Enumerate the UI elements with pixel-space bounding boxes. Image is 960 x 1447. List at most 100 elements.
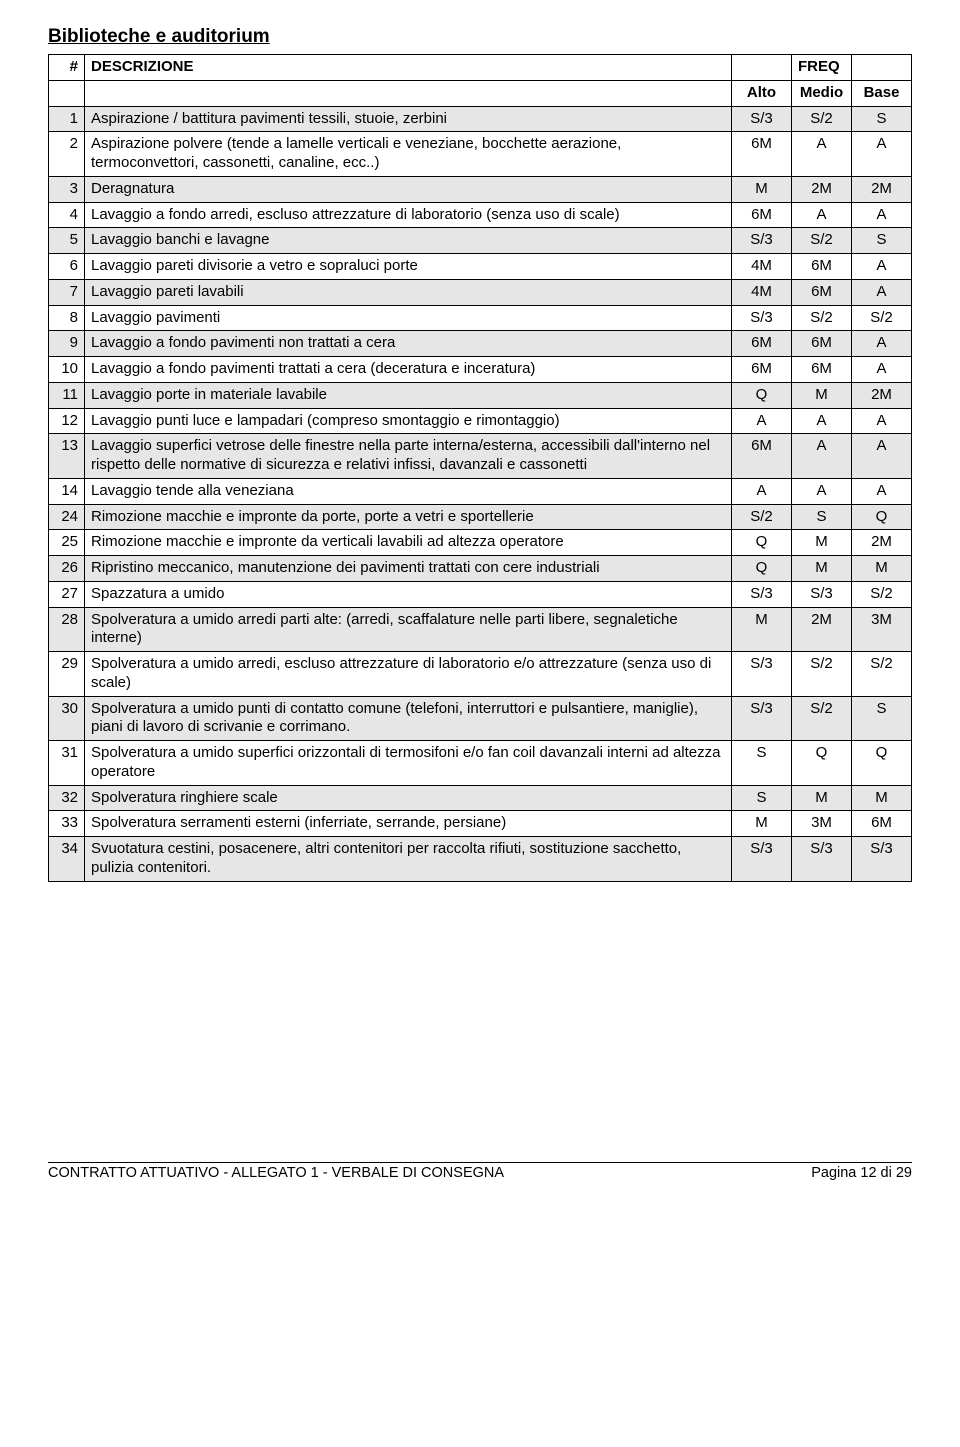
table-row: 30Spolveratura a umido punti di contatto… [49, 696, 912, 741]
col-header-blank-1 [732, 55, 792, 81]
table-row: 25Rimozione macchie e impronte da vertic… [49, 530, 912, 556]
row-medio: A [792, 132, 852, 177]
row-alto: Q [732, 556, 792, 582]
row-medio: M [792, 556, 852, 582]
row-number: 3 [49, 176, 85, 202]
row-description: Lavaggio a fondo pavimenti trattati a ce… [85, 357, 732, 383]
subhead-base: Base [852, 80, 912, 106]
row-base: A [852, 434, 912, 479]
row-alto: M [732, 811, 792, 837]
page-footer: CONTRATTO ATTUATIVO - ALLEGATO 1 - VERBA… [48, 1162, 912, 1181]
row-medio: M [792, 530, 852, 556]
row-number: 29 [49, 652, 85, 697]
row-number: 24 [49, 504, 85, 530]
row-alto: M [732, 176, 792, 202]
row-base: A [852, 254, 912, 280]
row-medio: A [792, 408, 852, 434]
row-base: S [852, 696, 912, 741]
row-number: 12 [49, 408, 85, 434]
row-number: 9 [49, 331, 85, 357]
row-base: Q [852, 504, 912, 530]
row-number: 6 [49, 254, 85, 280]
row-medio: M [792, 382, 852, 408]
row-description: Aspirazione polvere (tende a lamelle ver… [85, 132, 732, 177]
row-alto: 4M [732, 279, 792, 305]
row-alto: S/3 [732, 228, 792, 254]
row-description: Spolveratura a umido superfici orizzonta… [85, 741, 732, 786]
row-number: 11 [49, 382, 85, 408]
table-row: 27Spazzatura a umidoS/3S/3S/2 [49, 581, 912, 607]
row-alto: 4M [732, 254, 792, 280]
row-medio: A [792, 478, 852, 504]
row-base: 6M [852, 811, 912, 837]
row-base: A [852, 357, 912, 383]
row-medio: S/2 [792, 696, 852, 741]
table-row: 12Lavaggio punti luce e lampadari (compr… [49, 408, 912, 434]
table-row: 24Rimozione macchie e impronte da porte,… [49, 504, 912, 530]
row-number: 10 [49, 357, 85, 383]
row-base: 2M [852, 176, 912, 202]
row-number: 26 [49, 556, 85, 582]
col-header-blank-2 [852, 55, 912, 81]
table-row: 6Lavaggio pareti divisorie a vetro e sop… [49, 254, 912, 280]
subhead-alto: Alto [732, 80, 792, 106]
subhead-blank-num [49, 80, 85, 106]
row-alto: 6M [732, 357, 792, 383]
row-number: 14 [49, 478, 85, 504]
row-base: S [852, 106, 912, 132]
row-alto: S [732, 741, 792, 786]
row-base: 2M [852, 382, 912, 408]
row-medio: S/2 [792, 305, 852, 331]
row-medio: 6M [792, 357, 852, 383]
row-number: 25 [49, 530, 85, 556]
row-description: Spazzatura a umido [85, 581, 732, 607]
row-description: Spolveratura serramenti esterni (inferri… [85, 811, 732, 837]
footer-right: Pagina 12 di 29 [811, 1165, 912, 1181]
row-base: A [852, 478, 912, 504]
row-base: A [852, 202, 912, 228]
page-title: Biblioteche e auditorium [48, 26, 912, 48]
row-alto: 6M [732, 132, 792, 177]
row-alto: S/3 [732, 581, 792, 607]
row-description: Rimozione macchie e impronte da vertical… [85, 530, 732, 556]
row-number: 30 [49, 696, 85, 741]
row-description: Lavaggio pavimenti [85, 305, 732, 331]
table-row: 4Lavaggio a fondo arredi, escluso attrez… [49, 202, 912, 228]
row-description: Rimozione macchie e impronte da porte, p… [85, 504, 732, 530]
row-alto: S/3 [732, 837, 792, 882]
row-description: Lavaggio superfici vetrose delle finestr… [85, 434, 732, 479]
table-row: 28Spolveratura a umido arredi parti alte… [49, 607, 912, 652]
row-alto: A [732, 408, 792, 434]
row-base: 3M [852, 607, 912, 652]
row-description: Lavaggio porte in materiale lavabile [85, 382, 732, 408]
table-row: 9Lavaggio a fondo pavimenti non trattati… [49, 331, 912, 357]
table-row: 3DeragnaturaM2M2M [49, 176, 912, 202]
table-row: 32Spolveratura ringhiere scaleSMM [49, 785, 912, 811]
row-number: 13 [49, 434, 85, 479]
subhead-medio: Medio [792, 80, 852, 106]
row-number: 27 [49, 581, 85, 607]
row-description: Deragnatura [85, 176, 732, 202]
row-medio: S/2 [792, 106, 852, 132]
table-row: 31Spolveratura a umido superfici orizzon… [49, 741, 912, 786]
row-alto: A [732, 478, 792, 504]
table-row: 11Lavaggio porte in materiale lavabileQM… [49, 382, 912, 408]
col-header-freq: FREQ [792, 55, 852, 81]
table-row: 5Lavaggio banchi e lavagneS/3S/2S [49, 228, 912, 254]
table-row: 29Spolveratura a umido arredi, escluso a… [49, 652, 912, 697]
row-base: A [852, 331, 912, 357]
row-base: A [852, 279, 912, 305]
row-base: A [852, 408, 912, 434]
row-number: 28 [49, 607, 85, 652]
row-base: S/2 [852, 305, 912, 331]
row-alto: S/2 [732, 504, 792, 530]
subhead-blank-desc [85, 80, 732, 106]
row-medio: 3M [792, 811, 852, 837]
row-alto: Q [732, 382, 792, 408]
row-medio: 2M [792, 607, 852, 652]
row-number: 7 [49, 279, 85, 305]
row-description: Ripristino meccanico, manutenzione dei p… [85, 556, 732, 582]
table-row: 10Lavaggio a fondo pavimenti trattati a … [49, 357, 912, 383]
table-row: 7Lavaggio pareti lavabili4M6MA [49, 279, 912, 305]
schedule-table: #DESCRIZIONEFREQAltoMedioBase1Aspirazion… [48, 54, 912, 882]
